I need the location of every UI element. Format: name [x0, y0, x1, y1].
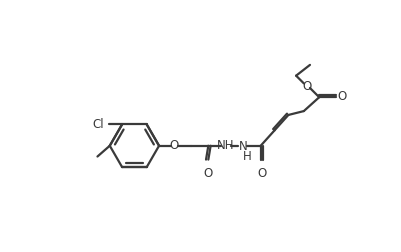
Text: H: H [243, 150, 251, 163]
Text: Cl: Cl [92, 118, 103, 131]
Text: NH: NH [216, 139, 233, 152]
Text: N: N [238, 140, 247, 153]
Text: O: O [257, 167, 266, 179]
Text: O: O [302, 80, 311, 93]
Text: O: O [336, 90, 345, 103]
Text: O: O [203, 167, 212, 179]
Text: O: O [169, 139, 178, 152]
